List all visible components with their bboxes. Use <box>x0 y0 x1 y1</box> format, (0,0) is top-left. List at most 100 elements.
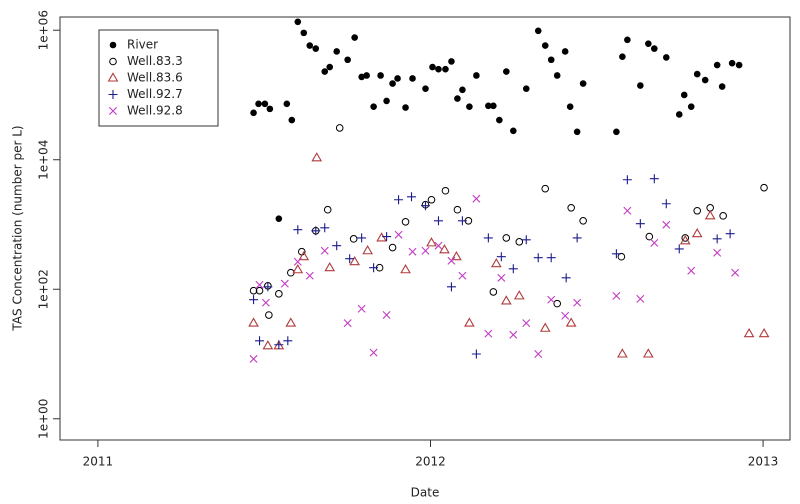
point <box>280 279 289 288</box>
point <box>255 336 265 346</box>
point <box>497 273 506 282</box>
point <box>434 241 443 250</box>
point <box>335 124 344 132</box>
point <box>573 128 581 136</box>
point <box>521 235 531 245</box>
point <box>496 252 506 262</box>
point <box>306 42 314 49</box>
point <box>706 204 714 212</box>
point <box>704 210 716 220</box>
point <box>541 42 549 49</box>
point <box>662 220 671 229</box>
legend-label: Well.83.3 <box>127 54 183 68</box>
point <box>624 36 631 44</box>
point <box>426 237 437 247</box>
point <box>687 266 696 275</box>
point <box>539 322 551 332</box>
point <box>645 232 654 241</box>
point <box>249 286 258 295</box>
point <box>250 109 257 117</box>
point <box>650 238 659 247</box>
point <box>311 152 323 162</box>
point <box>351 34 358 41</box>
point <box>326 63 334 71</box>
point <box>509 127 517 135</box>
point <box>389 80 396 87</box>
legend-marker <box>109 41 117 49</box>
point <box>691 228 703 238</box>
legend-label: Well.83.6 <box>127 71 183 85</box>
point <box>294 18 302 26</box>
point <box>547 295 556 304</box>
point <box>619 53 626 61</box>
legend-marker <box>107 72 119 82</box>
point <box>500 295 512 305</box>
point <box>454 95 461 102</box>
point <box>429 63 436 71</box>
y-tick-label: 1e+02 <box>37 269 51 309</box>
point <box>292 264 304 274</box>
point <box>553 299 561 308</box>
y-tick-label: 1e+06 <box>37 10 51 50</box>
point <box>473 72 480 79</box>
point <box>324 262 336 272</box>
point <box>458 271 467 280</box>
point <box>453 205 462 214</box>
point <box>513 290 525 300</box>
point <box>613 128 620 136</box>
point <box>320 246 329 255</box>
point <box>248 317 259 327</box>
point <box>249 295 259 305</box>
point <box>573 298 582 307</box>
point <box>332 241 342 251</box>
point <box>283 100 291 108</box>
point <box>265 311 273 319</box>
point <box>255 100 262 108</box>
point <box>466 103 473 110</box>
point <box>718 83 726 90</box>
point <box>728 59 736 67</box>
legend-label: River <box>127 38 158 52</box>
point <box>357 233 367 243</box>
point <box>422 85 429 93</box>
point <box>471 349 481 359</box>
point <box>522 85 530 93</box>
point <box>546 253 556 263</box>
point <box>541 184 550 193</box>
point <box>490 102 497 110</box>
point <box>370 103 377 110</box>
point <box>534 27 542 35</box>
point <box>566 103 574 110</box>
point <box>435 65 442 73</box>
y-tick-label: 1e+04 <box>37 140 51 180</box>
point <box>687 103 695 110</box>
point <box>484 329 493 338</box>
point <box>713 248 722 257</box>
point <box>312 45 320 52</box>
point <box>298 251 310 261</box>
point <box>503 68 510 75</box>
legend-marker <box>109 57 117 66</box>
x-axis-label: Date <box>411 486 440 500</box>
point <box>409 75 416 82</box>
legend-box <box>98 29 219 127</box>
legend-marker <box>108 90 118 99</box>
point <box>534 350 543 358</box>
point <box>760 183 768 192</box>
point <box>283 336 293 346</box>
point <box>719 212 727 220</box>
point <box>622 175 632 185</box>
point <box>561 311 570 320</box>
point <box>675 111 683 118</box>
point <box>285 317 297 327</box>
point <box>651 45 658 52</box>
point <box>323 205 332 214</box>
point <box>483 233 493 243</box>
point <box>421 246 430 255</box>
point <box>713 61 721 69</box>
point <box>293 257 302 266</box>
point <box>357 304 366 313</box>
point <box>642 348 654 358</box>
point <box>725 229 735 239</box>
point <box>611 249 621 259</box>
